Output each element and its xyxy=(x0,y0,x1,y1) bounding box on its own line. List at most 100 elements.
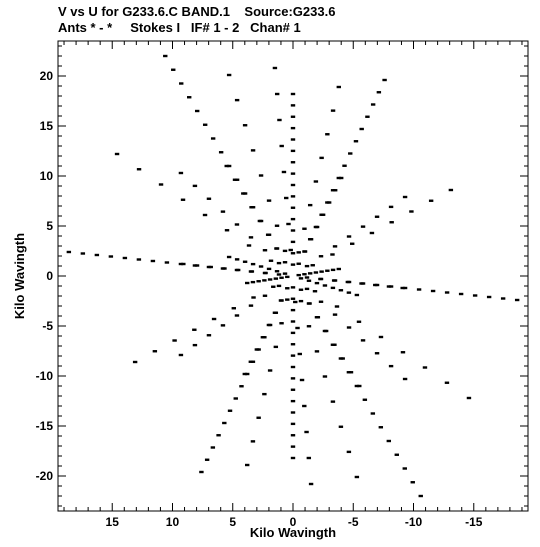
uv-point xyxy=(179,82,184,85)
x-tick-label: -15 xyxy=(465,515,483,529)
uv-point xyxy=(226,255,232,259)
uv-point xyxy=(276,273,282,276)
uv-point xyxy=(282,261,288,264)
uv-point xyxy=(279,276,284,279)
uv-point xyxy=(500,297,506,300)
uv-point xyxy=(136,258,142,261)
uv-point xyxy=(234,314,240,317)
uv-point xyxy=(306,456,312,460)
uv-point xyxy=(210,137,216,140)
uv-point xyxy=(378,426,384,429)
uv-point xyxy=(150,259,156,263)
uv-point xyxy=(266,199,272,202)
uv-point xyxy=(242,260,248,263)
y-axis-label: Kilo Wavingth xyxy=(12,233,27,319)
uv-point xyxy=(400,351,406,354)
chart-title: V vs U for G233.6.C BAND.1 Source:G233.6 xyxy=(58,4,336,19)
uv-point xyxy=(326,201,332,204)
uv-point xyxy=(274,224,280,227)
uv-point xyxy=(428,199,434,202)
uv-point xyxy=(330,286,336,290)
uv-point xyxy=(382,78,387,82)
uv-point xyxy=(346,235,352,238)
uv-point xyxy=(256,416,261,419)
uv-point xyxy=(267,369,273,372)
uv-point xyxy=(276,284,282,288)
uv-point xyxy=(285,287,290,290)
uv-point xyxy=(297,352,302,356)
uv-point xyxy=(388,205,394,209)
uv-point xyxy=(402,467,407,470)
y-tick-label: -10 xyxy=(36,369,54,383)
uv-point xyxy=(359,127,364,131)
uv-point xyxy=(360,339,366,342)
uv-point xyxy=(257,219,263,223)
uv-point xyxy=(315,316,321,319)
uv-point xyxy=(284,196,289,200)
y-tick-label: 0 xyxy=(46,269,53,283)
uv-point xyxy=(281,170,287,174)
uv-point xyxy=(210,446,216,449)
uv-point xyxy=(348,152,353,155)
uv-point xyxy=(262,249,268,252)
uv-point xyxy=(369,231,375,235)
uv-point xyxy=(290,126,296,130)
uv-point xyxy=(290,388,296,391)
uv-point xyxy=(345,280,351,284)
uv-point xyxy=(304,264,310,268)
uv-point xyxy=(251,296,256,299)
uv-point xyxy=(308,238,314,241)
uv-point xyxy=(282,249,288,253)
uv-point xyxy=(266,323,272,327)
uv-point xyxy=(293,300,298,304)
uv-point xyxy=(266,267,272,271)
uv-point xyxy=(354,293,360,297)
uv-point xyxy=(422,366,428,369)
uv-point xyxy=(348,371,354,374)
uv-point xyxy=(248,236,254,239)
uv-point xyxy=(245,281,250,285)
uv-point xyxy=(94,253,100,257)
uv-point xyxy=(318,277,323,281)
chart-subtitle: Ants * - * Stokes I IF# 1 - 2 Chan# 1 xyxy=(58,20,301,35)
uv-point xyxy=(302,227,307,230)
uv-point xyxy=(80,252,86,255)
uv-point xyxy=(365,115,370,118)
uv-point xyxy=(202,213,208,217)
uv-point xyxy=(359,282,364,285)
uv-point xyxy=(323,329,329,333)
x-tick-label: 0 xyxy=(290,515,297,529)
uv-point xyxy=(336,267,341,271)
uv-point xyxy=(290,320,296,323)
uv-point xyxy=(220,324,226,327)
uv-point xyxy=(272,311,278,314)
uv-point xyxy=(199,470,204,474)
uv-point xyxy=(308,482,314,486)
uv-point xyxy=(306,279,312,282)
uv-point xyxy=(262,279,267,282)
uv-point xyxy=(279,144,284,148)
uv-point xyxy=(318,255,324,258)
uv-point xyxy=(241,192,246,195)
uv-point xyxy=(181,262,186,266)
uv-point xyxy=(472,294,478,297)
x-tick-label: 5 xyxy=(229,515,236,529)
uv-point xyxy=(164,261,170,264)
y-tick-label: 5 xyxy=(46,219,53,233)
uv-point xyxy=(277,118,282,122)
uv-point xyxy=(374,215,380,218)
uv-point xyxy=(334,305,340,308)
uv-point xyxy=(234,258,240,261)
uv-point xyxy=(239,385,244,388)
uv-point xyxy=(290,138,296,141)
uv-point xyxy=(245,463,250,467)
uv-point xyxy=(180,198,186,201)
uv-point xyxy=(354,475,360,479)
uv-point xyxy=(290,331,296,335)
uv-point xyxy=(330,400,336,403)
uv-point xyxy=(332,313,338,316)
uv-point xyxy=(318,300,324,303)
uv-point xyxy=(340,357,345,360)
uv-point xyxy=(66,250,72,254)
